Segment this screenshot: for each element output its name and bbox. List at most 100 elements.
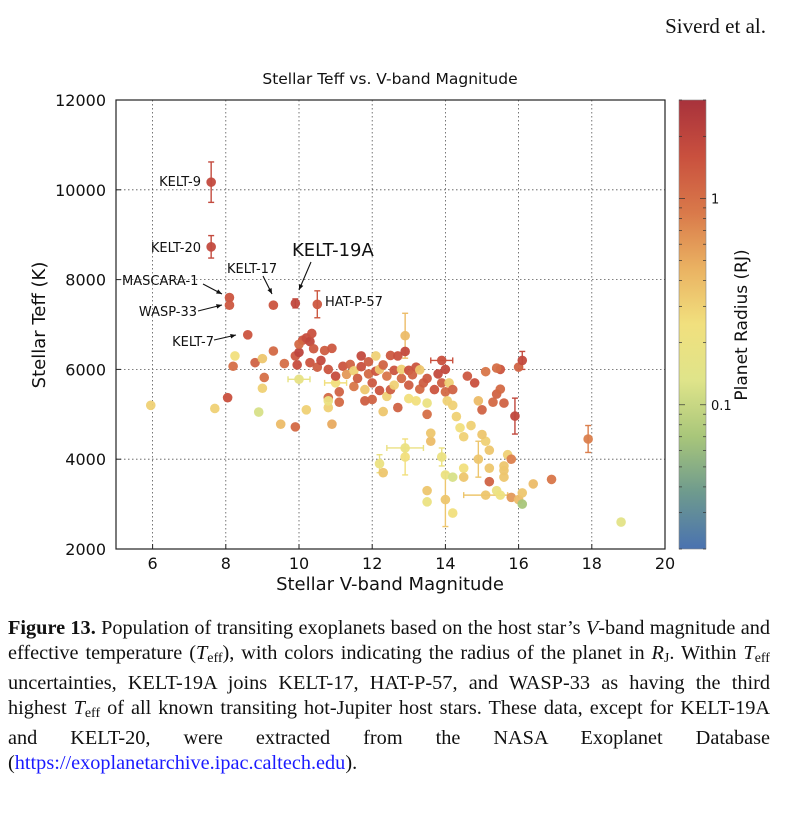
data-point [250,357,260,368]
data-point [367,394,378,405]
data-point [367,378,378,388]
data-point [491,363,502,373]
data-point [400,346,410,357]
x-axis-label: Stellar V-band Magnitude [276,574,504,595]
data-point [499,461,509,471]
data-point [224,300,235,310]
data-point [473,396,484,406]
data-point [484,445,495,456]
data-point [228,361,238,372]
data-point [404,393,414,404]
data-point [411,396,421,406]
data-point [290,298,301,309]
data-point [436,355,447,366]
data-point [422,409,432,420]
data-point [334,397,345,407]
data-point [451,411,462,422]
data-point [473,454,484,465]
arrowhead [267,288,272,294]
data-point [378,406,388,417]
running-head: Siverd et al. [665,14,766,38]
data-point [294,347,304,358]
figure-caption: Figure 13. Population of transiting exop… [8,616,770,776]
data-point [616,517,626,527]
data-point [440,387,451,397]
caption-text: of all known transiting hot-Jupiter host… [8,696,770,774]
y-tick-label: 12000 [55,91,106,110]
data-point [338,361,348,372]
data-point [495,384,506,394]
arrowhead [230,333,236,339]
x-tick-label: 14 [435,554,455,573]
y-tick-label: 4000 [65,450,106,469]
y-tick-label: 6000 [65,360,106,379]
data-point [374,458,385,469]
data-point [436,378,447,388]
data-point [294,339,304,350]
data-point [319,345,330,356]
data-point [253,407,264,417]
data-point [268,300,279,310]
caption-v: V [585,617,599,639]
data-point [499,472,509,482]
data-point [517,499,528,509]
data-point [425,428,436,438]
data-point [466,420,476,431]
data-point [257,353,268,364]
data-point [447,472,458,482]
data-point [242,330,253,340]
data-point [425,436,436,447]
data-point [378,360,388,370]
data-point [414,365,425,375]
data-point [352,373,363,384]
caption-text: uncertainties, KELT-19A joins KELT-17, H… [8,672,770,719]
data-point [374,385,385,396]
label-wasp-33: WASP-33 [139,305,197,320]
x-tick-label: 6 [148,554,158,573]
data-point [224,292,235,303]
data-point [327,343,337,354]
figure-label: Figure 13. [8,617,96,639]
data-point [222,392,233,403]
data-point [327,419,337,429]
data-point [488,397,498,407]
y-tick-label: 10000 [55,181,106,200]
data-point [292,360,302,370]
data-point [334,387,345,397]
data-point [422,485,432,496]
data-point [323,364,334,375]
x-tick-label: 12 [362,554,382,573]
data-point [330,371,341,381]
data-point [396,364,407,375]
data-point [477,429,487,440]
archive-link[interactable]: https://exoplanetarchive.ipac.caltech.ed… [14,751,346,774]
data-point [407,369,418,380]
data-point [363,369,374,379]
data-point [528,479,539,489]
data-point [257,383,268,394]
data-point [360,384,370,395]
data-point [230,351,240,361]
data-point [495,490,506,500]
data-point [433,369,443,379]
data-point [210,403,220,414]
caption-rj: R [651,641,664,664]
data-point [389,380,399,390]
data-point [506,492,517,503]
data-point [290,422,301,432]
caption-teff: T [73,696,85,719]
scatter-chart: Stellar Teff vs. V-band Magnitude KELT-9… [29,70,752,595]
colorbar-label: Planet Radius (RJ) [732,249,752,400]
caption-teff-sub: eff [84,705,101,721]
data-point [499,398,509,408]
data-point [484,463,495,473]
chart-title: Stellar Teff vs. V-band Magnitude [262,70,517,88]
x-tick-label: 20 [655,554,675,573]
label-kelt-20: KELT-20 [151,241,201,256]
data-point [305,336,315,347]
data-point [371,351,381,361]
data-point [429,384,440,395]
data-point [360,396,370,406]
label-kelt-19a: KELT-19A [292,240,374,261]
x-tick-label: 8 [221,554,231,573]
